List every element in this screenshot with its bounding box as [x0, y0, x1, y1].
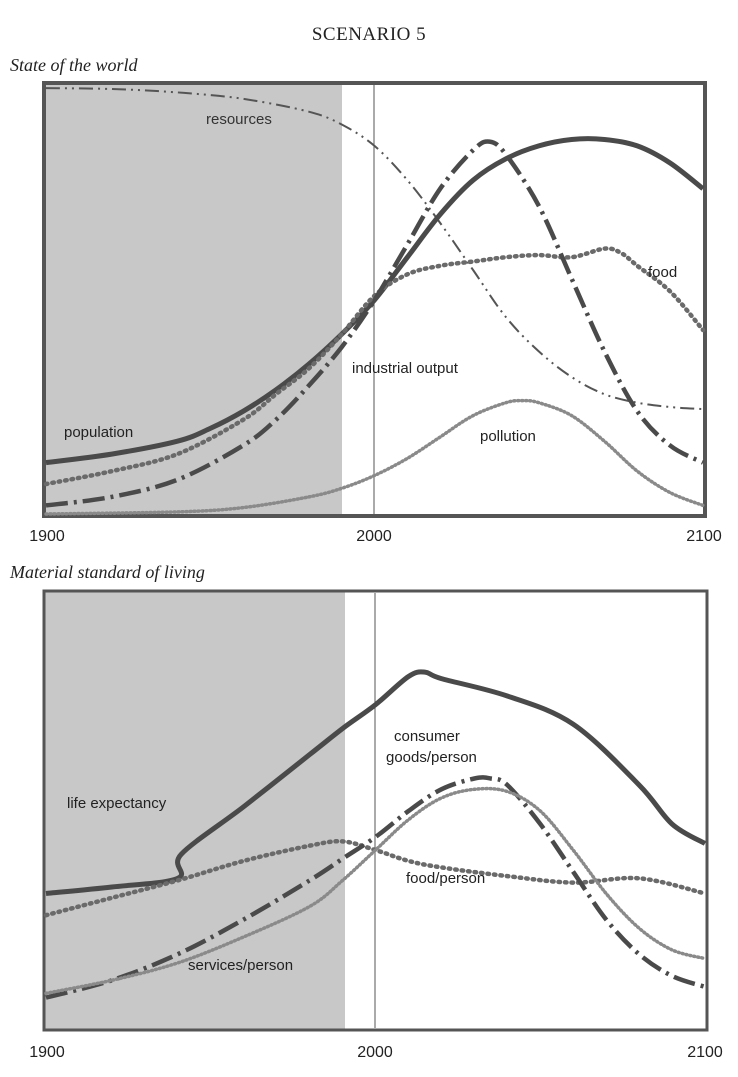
x-tick-2000-top: 2000: [356, 528, 392, 545]
plot-frame-bottom: [42, 589, 709, 1032]
series-line-population: [45, 136, 705, 466]
series-label-life-expectancy: life expectancy: [67, 795, 167, 812]
panel-title-top: State of the world: [10, 55, 138, 75]
panel-material-standard-of-living: Material standard of living consumer goo…: [9, 562, 723, 1061]
series-label-population: population: [64, 424, 133, 441]
series-label-resources: resources: [206, 111, 272, 128]
figure-title: SCENARIO 5: [312, 24, 426, 45]
series-label-consumer-goods-line1: consumer: [394, 728, 460, 745]
series-label-consumer-goods-line2: goods/person: [386, 749, 477, 766]
x-tick-1900-bottom: 1900: [29, 1044, 65, 1061]
series-line-consumer-goods-person: [45, 775, 706, 1000]
series-line-services-person: [44, 786, 707, 996]
x-tick-2100-top: 2100: [686, 528, 722, 545]
series-group-top: [43, 87, 706, 516]
series-label-food-person: food/person: [406, 870, 485, 887]
shaded-historical-region-top: [45, 83, 342, 516]
panel-state-of-the-world: State of the world resources food indust…: [10, 55, 722, 545]
series-line-pollution: [44, 398, 705, 516]
series-line-food: [43, 246, 706, 487]
series-line-life-expectancy: [45, 669, 707, 896]
plot-frame-top: [42, 81, 707, 518]
series-label-pollution: pollution: [480, 428, 536, 445]
x-tick-2000-bottom: 2000: [357, 1044, 393, 1061]
series-label-industrial-output: industrial output: [352, 360, 459, 377]
series-line-industrial-output: [45, 139, 705, 508]
x-tick-2100-bottom: 2100: [687, 1044, 723, 1061]
panel-title-bottom: Material standard of living: [9, 562, 205, 582]
series-group-bottom: [43, 669, 708, 1000]
x-tick-1900-top: 1900: [29, 528, 65, 545]
series-label-services-person: services/person: [188, 957, 293, 974]
series-label-food: food: [648, 264, 677, 281]
